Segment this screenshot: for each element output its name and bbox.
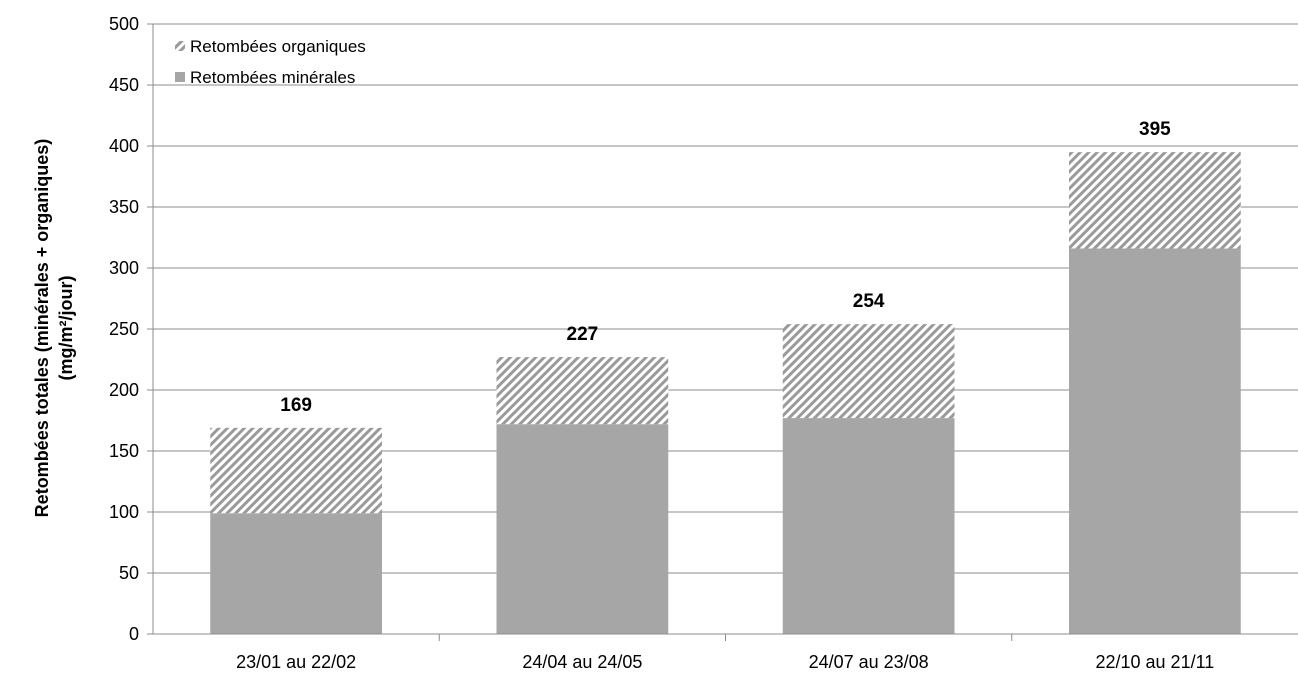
bars (210, 152, 1241, 635)
total-label: 169 (280, 395, 312, 416)
y-tick-label: 400 (109, 136, 139, 156)
y-tick-label: 50 (119, 563, 139, 583)
y-tick-label: 100 (109, 502, 139, 522)
x-tick-label: 24/07 au 23/08 (809, 652, 929, 672)
legend: Retombées organiques Retombées minérales (175, 37, 366, 87)
total-label: 227 (567, 324, 599, 345)
y-axis-title-line2: (mg/m²/jour) (56, 276, 76, 381)
y-tick-label: 450 (109, 75, 139, 95)
x-tick-label: 23/01 au 22/02 (236, 652, 356, 672)
bar-organiques (1069, 152, 1241, 249)
total-label: 254 (853, 291, 885, 312)
bar-minerales (496, 424, 669, 634)
bar-organiques (782, 324, 955, 419)
labels: 0 50 100 150 200 250 300 350 400 450 500 169 23/01 a… (109, 14, 1214, 672)
bar-minerales (210, 513, 382, 634)
y-tick-label: 150 (109, 441, 139, 461)
y-tick-label: 250 (109, 319, 139, 339)
total-label: 395 (1139, 119, 1171, 140)
bar-organiques (496, 357, 669, 425)
y-tick-label: 300 (109, 258, 139, 278)
legend-label-organiques: Retombées organiques (190, 37, 366, 56)
y-axis-title: Retombées totales (minérales + organique… (32, 139, 76, 518)
bar-minerales (1069, 248, 1241, 635)
x-tick-label: 22/10 au 21/11 (1095, 652, 1214, 672)
y-tick-label: 200 (109, 380, 139, 400)
y-tick-label: 500 (109, 14, 139, 34)
bar-organiques (210, 427, 382, 514)
bar-minerales (782, 418, 955, 634)
legend-swatch-minerales (175, 72, 185, 82)
x-tick-label: 24/04 au 24/05 (522, 652, 642, 672)
y-tick-label: 0 (129, 624, 139, 644)
legend-label-minerales: Retombées minérales (190, 68, 355, 87)
y-tick-label: 350 (109, 197, 139, 217)
axes (147, 23, 1298, 641)
legend-swatch-organiques (175, 41, 185, 51)
y-axis-title-line1: Retombées totales (minérales + organique… (32, 139, 52, 518)
